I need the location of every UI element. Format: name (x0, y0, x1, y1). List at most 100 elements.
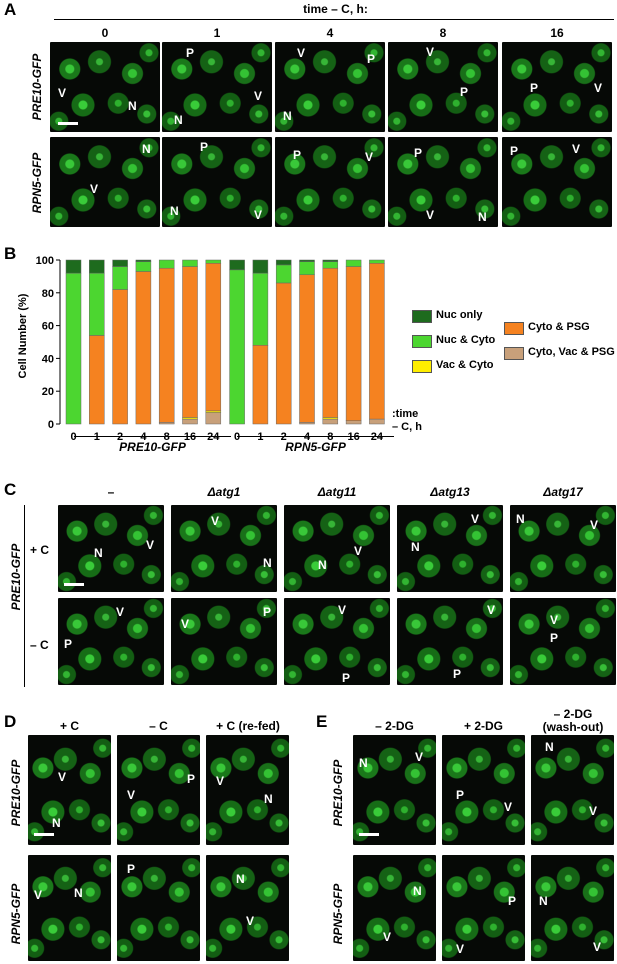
label-p: P (508, 894, 517, 908)
label-p: P (453, 667, 462, 681)
micrograph-a-rpn5-0h: N V (50, 137, 160, 227)
bar-segment (322, 267, 339, 418)
panel-d-col-minus-c: – C (149, 719, 168, 733)
micrograph-a-rpn5-4h: P V (275, 137, 385, 227)
panel-letter-d: D (4, 712, 17, 731)
label-v: V (487, 603, 496, 617)
panel-d-row-pre10: PRE10-GFP (9, 759, 23, 827)
label-v: V (246, 914, 255, 928)
bar-segment (275, 259, 292, 266)
legend-swatch-vac-cyto (412, 360, 432, 373)
label-v: V (426, 208, 435, 222)
legend-swatch-cyto-vac-psg (504, 347, 524, 360)
time-label-2: – C, h (392, 421, 422, 433)
bar-segment (252, 345, 269, 425)
bar-segment (158, 259, 175, 269)
x-tick-label: 2 (281, 431, 287, 443)
legend-nuc-cyto: Nuc & Cyto (436, 334, 496, 346)
micrograph-e-rpn5-plus-2dg: P V (442, 855, 525, 961)
label-v: V (254, 208, 263, 222)
bar-segment (229, 259, 245, 271)
label-v: V (572, 142, 581, 156)
y-tick-label: 40 (42, 353, 54, 365)
micrograph-e-pre10-washout: N V (531, 735, 614, 845)
label-v: V (254, 89, 263, 103)
label-n: N (516, 512, 525, 526)
x-tick-label: 8 (164, 431, 170, 443)
label-n: N (52, 816, 61, 830)
panel-e-row-pre10: PRE10-GFP (331, 759, 345, 827)
legend-swatch-nuc-only (412, 310, 432, 323)
panel-d-col-refed: + C (re-fed) (216, 719, 280, 733)
label-p: P (530, 81, 539, 95)
label-n: N (264, 792, 273, 806)
bar-segment (369, 418, 385, 425)
label-p: P (510, 144, 519, 158)
bar-segment (299, 261, 315, 276)
group-label-rpn5: RPN5-GFP (285, 440, 346, 454)
panel-c-col-atg13: Δatg13 (430, 485, 470, 499)
x-tick-label: 1 (257, 431, 263, 443)
legend-cyto-vac-psg: Cyto, Vac & PSG (528, 346, 615, 358)
label-n: N (283, 109, 292, 123)
panel-a-time-8: 8 (439, 26, 447, 40)
panel-c-row-group: PRE10-GFP (9, 543, 23, 611)
panel-letter-a: A (4, 0, 17, 19)
panel-e-col-plus-2dg: + 2-DG (463, 719, 503, 733)
label-p: P (414, 146, 423, 160)
group-label-pre10: PRE10-GFP (119, 440, 186, 454)
x-tick-label: 8 (327, 431, 333, 443)
y-axis-label: Cell Number (%) (17, 293, 29, 378)
legend-swatch-nuc-cyto (412, 335, 432, 348)
bar-segment (135, 259, 152, 262)
bar-segment (275, 264, 292, 284)
x-tick-label: 24 (207, 431, 220, 443)
panel-e-row-rpn5: RPN5-GFP (331, 883, 345, 945)
panel-e-col-minus-2dg: – 2-DG (375, 719, 414, 733)
micrograph-a-pre10-0h: V N (50, 42, 160, 132)
micrograph-a-rpn5-8h: P V N (388, 137, 498, 227)
bar-segment (182, 259, 198, 267)
micrograph-d-pre10-refed: V N (206, 735, 289, 845)
panel-a-time-header: time – C, h: (303, 2, 368, 16)
micrograph-d-rpn5-refed: N V (206, 855, 289, 961)
label-v: V (426, 45, 435, 59)
bar-segment (182, 418, 198, 425)
bar-segment (369, 263, 385, 420)
micrograph-c-atg17-plus-c: N V (510, 505, 616, 592)
bar-segment (135, 261, 152, 272)
label-v: V (338, 603, 347, 617)
micrograph-a-pre10-8h: V P (388, 42, 498, 132)
micrograph-d-pre10-minus-c: V P (117, 735, 200, 845)
panel-c-col-wt: – (107, 485, 115, 499)
bar-segment (65, 259, 82, 274)
micrograph-c-atg11-plus-c: N V (284, 505, 390, 592)
micrograph-e-rpn5-minus-2dg: V N (353, 855, 436, 961)
bar-segment (112, 289, 128, 425)
panel-a-time-16: 16 (550, 26, 564, 40)
bar-segment (345, 420, 362, 425)
micrograph-c-atg1-plus-c: V N (171, 505, 277, 592)
bar-segment (322, 418, 339, 425)
x-tick-label: 24 (371, 431, 384, 443)
label-n: N (413, 884, 422, 898)
label-n: N (359, 756, 368, 770)
label-v: V (550, 613, 559, 627)
bar-segment (205, 263, 222, 412)
bar-segment (65, 272, 82, 425)
bar-segment (252, 259, 269, 274)
label-v: V (297, 46, 306, 60)
bar-segment (345, 259, 362, 267)
bar-segment (135, 271, 152, 425)
bar-segment (89, 335, 105, 425)
panel-c-vertical-rule (24, 505, 25, 687)
bar-segment (252, 272, 269, 346)
micrograph-c-wt-minus-c: V P (58, 598, 164, 685)
label-p: P (342, 671, 351, 685)
panel-c-col-atg1: Δatg1 (207, 485, 241, 499)
y-tick-label: 60 (42, 321, 54, 333)
bar-segment (229, 269, 245, 425)
label-v: V (146, 538, 155, 552)
x-tick-label: 4 (140, 431, 147, 443)
panel-c-col-atg17: Δatg17 (543, 485, 583, 499)
